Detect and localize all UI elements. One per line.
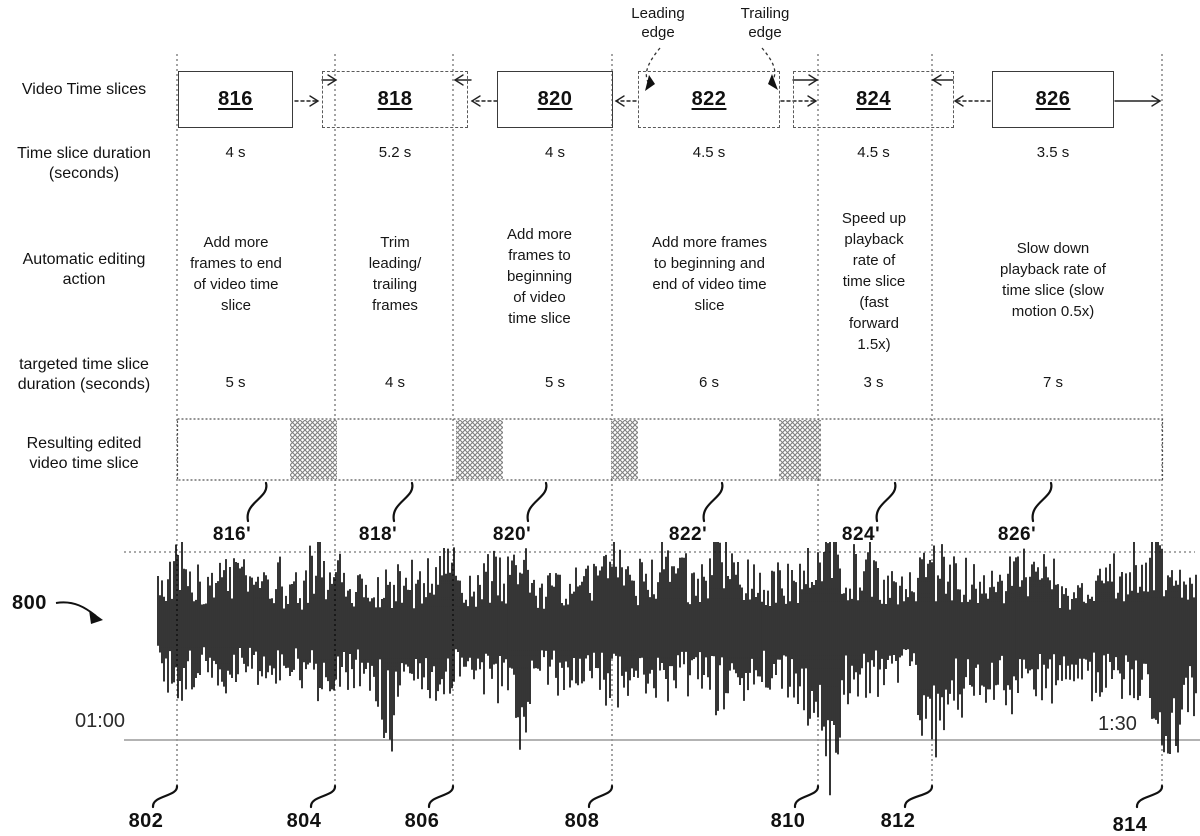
result-label-824: 824' [841,524,881,545]
timestamp-end: 1:30 [1098,713,1137,735]
result-label-822: 822' [668,524,708,545]
time-slice-box-818: 818 [322,71,468,128]
target-816: 5 s [225,374,246,391]
callout-text: edge [641,24,675,41]
duration-824: 4.5 s [857,144,890,161]
row-label-time-slice-duration: Time slice duration (seconds) [0,144,168,184]
bottom-label-802: 802 [128,810,164,832]
bottom-label-814: 814 [1112,814,1148,836]
action-826: Slow down playback rate of time slice (s… [1000,240,1106,320]
row-label-text: video time slice [29,455,139,472]
duration-818: 5.2 s [378,144,412,161]
result-label-818: 818' [358,524,398,545]
time-slice-box-824: 824 [793,71,954,128]
row-label-video-time-slices: Video Time slices [0,80,168,100]
bottom-label-810: 810 [770,810,806,832]
waveform-ref-800: 800 [12,592,47,614]
duration-822: 4.5 s [692,144,726,161]
time-slice-ref-824: 824 [856,88,891,110]
timestamp-start: 01:00 [75,710,126,732]
time-slice-box-820: 820 [497,71,613,128]
duration-820: 4 s [544,144,565,161]
target-826: 7 s [1042,374,1063,391]
row-label-resulting-slice: Resulting edited video time slice [0,434,168,474]
row-label-text: (seconds) [48,165,120,182]
time-slice-ref-820: 820 [537,88,573,110]
action-820: Add more frames to beginning of video ti… [506,226,573,327]
target-822: 6 s [698,374,719,391]
action-822: Add more frames to beginning and end of … [651,234,768,314]
callout-text: Leading [631,5,685,22]
time-slice-box-816: 816 [178,71,293,128]
trailing-edge-label: Trailing edge [725,4,805,42]
row-label-text: Video Time slices [21,81,147,98]
row-label-text: targeted time slice [19,356,149,373]
action-824: Speed up playback rate of time slice (fa… [841,210,907,353]
target-820: 5 s [544,374,565,391]
time-slice-box-826: 826 [992,71,1114,128]
bottom-label-812: 812 [880,810,916,832]
time-slice-ref-816: 816 [218,88,253,110]
row-label-text: Time slice duration [17,145,151,162]
result-label-826: 826' [997,524,1037,545]
bottom-label-804: 804 [286,810,322,832]
target-824: 3 s [863,374,884,391]
row-label-automatic-editing-action: Automatic editing action [0,250,168,290]
time-slice-ref-818: 818 [377,88,413,110]
row-label-text: Automatic editing [22,251,146,268]
row-label-text: duration (seconds) [17,376,151,393]
action-816: Add more frames to end of video time sli… [190,234,282,314]
row-label-text: Resulting edited [26,435,142,452]
duration-816: 4 s [225,144,246,161]
result-label-816: 816' [212,524,252,545]
bottom-label-808: 808 [564,810,600,832]
result-label-820: 820' [492,524,532,545]
action-818: Trim leading/ trailing frames [368,234,422,314]
time-slice-box-822: 822 [638,71,780,128]
time-slice-ref-822: 822 [691,88,727,110]
target-818: 4 s [384,374,405,391]
duration-826: 3.5 s [1036,144,1070,161]
time-slice-ref-826: 826 [1035,88,1071,110]
leading-edge-label: Leading edge [618,4,698,42]
callout-text: Trailing [740,5,790,22]
row-label-targeted-duration: targeted time slice duration (seconds) [0,355,168,395]
bottom-label-806: 806 [404,810,440,832]
callout-text: edge [748,24,782,41]
row-label-text: action [62,271,106,288]
